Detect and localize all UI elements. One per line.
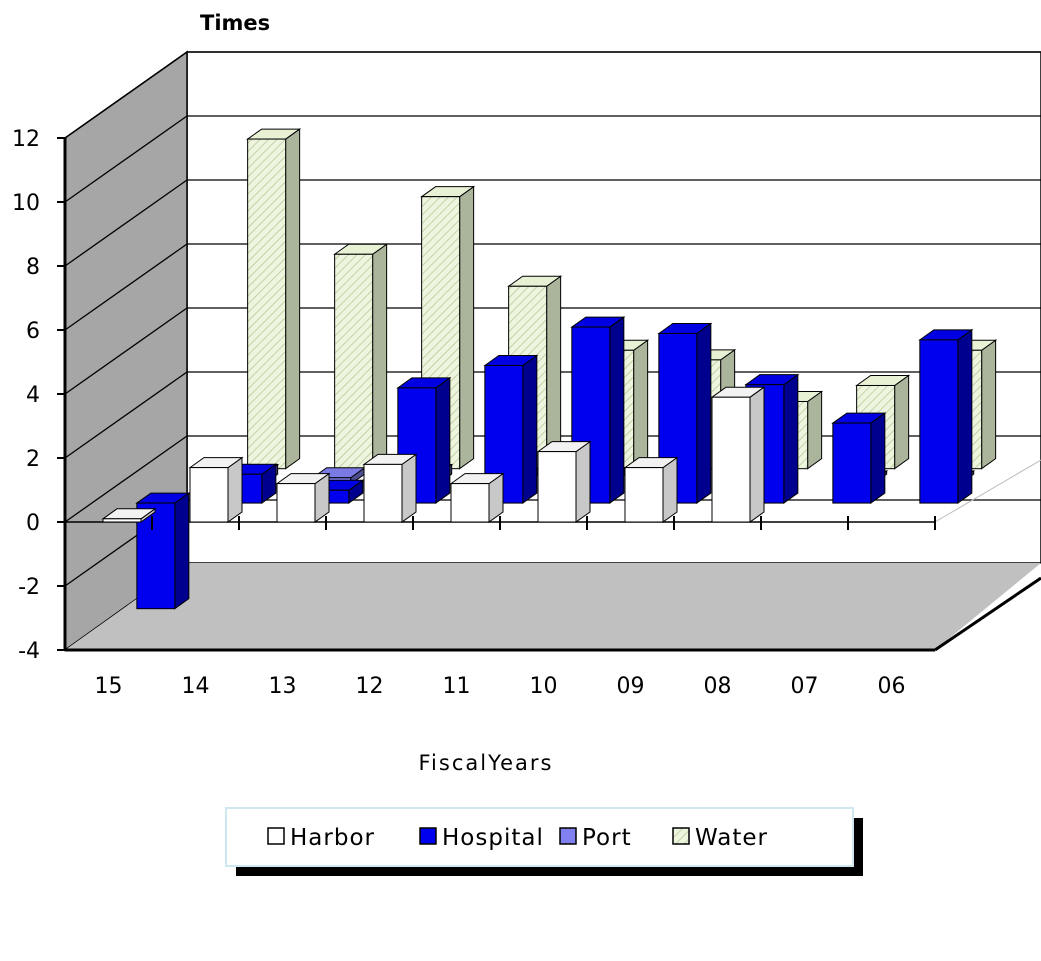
bar-front — [247, 138, 287, 470]
bar-front — [276, 483, 316, 523]
legend-swatch-harbor — [267, 827, 285, 845]
floor — [65, 563, 1041, 650]
bar-front — [624, 467, 664, 523]
legend-swatch-water — [672, 827, 690, 845]
bar-water — [246, 128, 302, 470]
bar-front — [102, 518, 142, 523]
bar-side — [807, 390, 823, 470]
zero-line-right — [934, 459, 1041, 523]
x-tick-label: 12 — [356, 674, 384, 699]
bar-front — [537, 451, 577, 523]
bar-side — [749, 386, 765, 523]
x-tick-label: 14 — [182, 674, 210, 699]
bar-front — [450, 483, 490, 523]
bar-side — [957, 328, 973, 505]
y-tick-label: -2 — [18, 575, 40, 600]
bar-side — [575, 440, 591, 523]
bar-hospital — [918, 328, 974, 505]
y-tick-label: 6 — [26, 319, 40, 344]
bar-hospital — [831, 412, 887, 505]
axes: -4 -2 0 2 4 6 8 10 12 15 14 13 12 11 10 09 08 07 06 — [12, 127, 936, 699]
bar-hospital — [570, 316, 626, 505]
x-tick-label: 06 — [878, 674, 906, 699]
bar-harbor — [710, 386, 766, 523]
bar-front — [363, 463, 403, 523]
bar-side — [609, 316, 625, 505]
bar-side — [783, 373, 799, 505]
bar-side — [227, 456, 243, 523]
bar-harbor — [101, 507, 157, 523]
bar-side — [662, 456, 678, 523]
legend-label-harbor: Harbor — [290, 825, 375, 851]
bar-side — [633, 339, 649, 470]
bar-harbor — [536, 440, 592, 523]
y-tick-label: -4 — [18, 639, 40, 664]
legend-swatch-port — [559, 827, 577, 845]
y-tick-label: 8 — [26, 255, 40, 280]
x-tick-label: 13 — [269, 674, 297, 699]
bar-side — [285, 128, 301, 470]
x-tick-label: 09 — [617, 674, 645, 699]
bar-side — [174, 492, 190, 610]
x-tick-label: 08 — [704, 674, 732, 699]
gridline — [64, 243, 188, 331]
bar-side — [981, 339, 997, 470]
y-tick-label: 12 — [12, 127, 40, 152]
bar-side — [546, 275, 562, 470]
bar-side — [459, 185, 475, 470]
bar-side — [401, 453, 417, 523]
bar-side — [870, 412, 886, 505]
bar-front — [189, 467, 229, 523]
legend-box — [225, 807, 854, 867]
x-tick-label: 11 — [443, 674, 471, 699]
legend-label-port: Port — [582, 825, 632, 851]
bar-front — [711, 396, 751, 523]
bar-front — [334, 253, 374, 470]
bar-side — [696, 322, 712, 505]
legend-label-hospital: Hospital — [442, 825, 544, 851]
x-tick-label: 10 — [530, 674, 558, 699]
bar-side — [894, 374, 910, 470]
legend-label-water: Water — [695, 825, 768, 851]
gridline — [64, 115, 188, 203]
bar-side — [435, 376, 451, 505]
x-axis-title: FiscalYears — [419, 751, 554, 775]
floor-right-edge — [934, 576, 1041, 652]
gridline — [64, 307, 188, 395]
gridline — [64, 51, 188, 139]
gridline — [64, 179, 188, 267]
y-tick-label: 4 — [26, 383, 40, 408]
bar-water — [333, 243, 389, 470]
bar-front — [919, 339, 959, 504]
x-tick-label: 07 — [791, 674, 819, 699]
y-tick-label: 10 — [12, 191, 40, 216]
y-tick-label: 2 — [26, 447, 40, 472]
x-tick-label: 15 — [95, 674, 123, 699]
bar-side — [522, 354, 538, 505]
legend-swatch-hospital — [419, 827, 437, 845]
bar-hospital — [657, 322, 713, 505]
bar-side — [372, 243, 388, 470]
legend: Harbor Hospital Port Water — [225, 807, 863, 876]
bar-hospital — [396, 376, 452, 505]
bar-harbor — [623, 456, 679, 523]
gridline — [64, 371, 188, 459]
gridline — [64, 435, 188, 523]
bar-harbor — [188, 456, 244, 523]
bar-hospital — [483, 354, 539, 505]
bar-harbor — [275, 472, 331, 523]
bar-front — [832, 422, 872, 504]
bar-hospital — [135, 492, 191, 610]
y-axis-title: Times — [200, 11, 270, 35]
bar-harbor — [362, 453, 418, 523]
bar-harbor — [449, 472, 505, 523]
y-tick-label: 0 — [26, 511, 40, 536]
plot-area — [101, 128, 998, 610]
